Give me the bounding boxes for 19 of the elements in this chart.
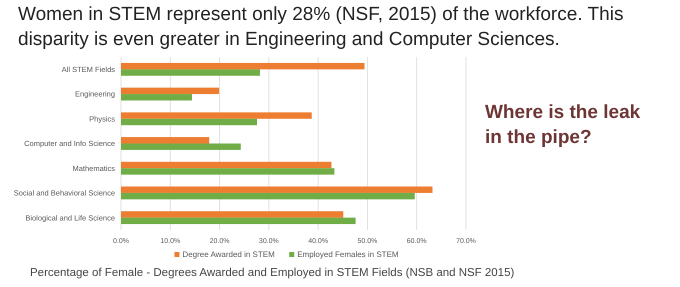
bar: [121, 94, 192, 100]
bar: [121, 211, 344, 218]
text: Percentage of Female - Degrees Awarded and Employed in STEM Fields (NSB and NSF 2015): [30, 267, 514, 279]
bar: [121, 62, 364, 70]
bar: [121, 137, 210, 144]
bar: [121, 88, 220, 94]
bar: [121, 186, 432, 193]
legend-label: Degree Awarded in STEM: [182, 250, 276, 259]
bar: [121, 162, 332, 168]
bar: [121, 192, 415, 200]
bar: [121, 112, 312, 119]
bar: [121, 118, 258, 126]
chart-title: Women in STEM represent only 28% (NSF, 2015) of the workforce. This disparity is even greater in Engineering and Computer Sciences.: [18, 4, 624, 50]
bar: [121, 168, 334, 175]
bar: [121, 69, 260, 76]
legend-label: Employed Females in STEM: [297, 250, 399, 259]
bar: [121, 144, 241, 150]
text: Where is the leak in the pipe?: [485, 102, 641, 148]
bar: [121, 218, 356, 224]
